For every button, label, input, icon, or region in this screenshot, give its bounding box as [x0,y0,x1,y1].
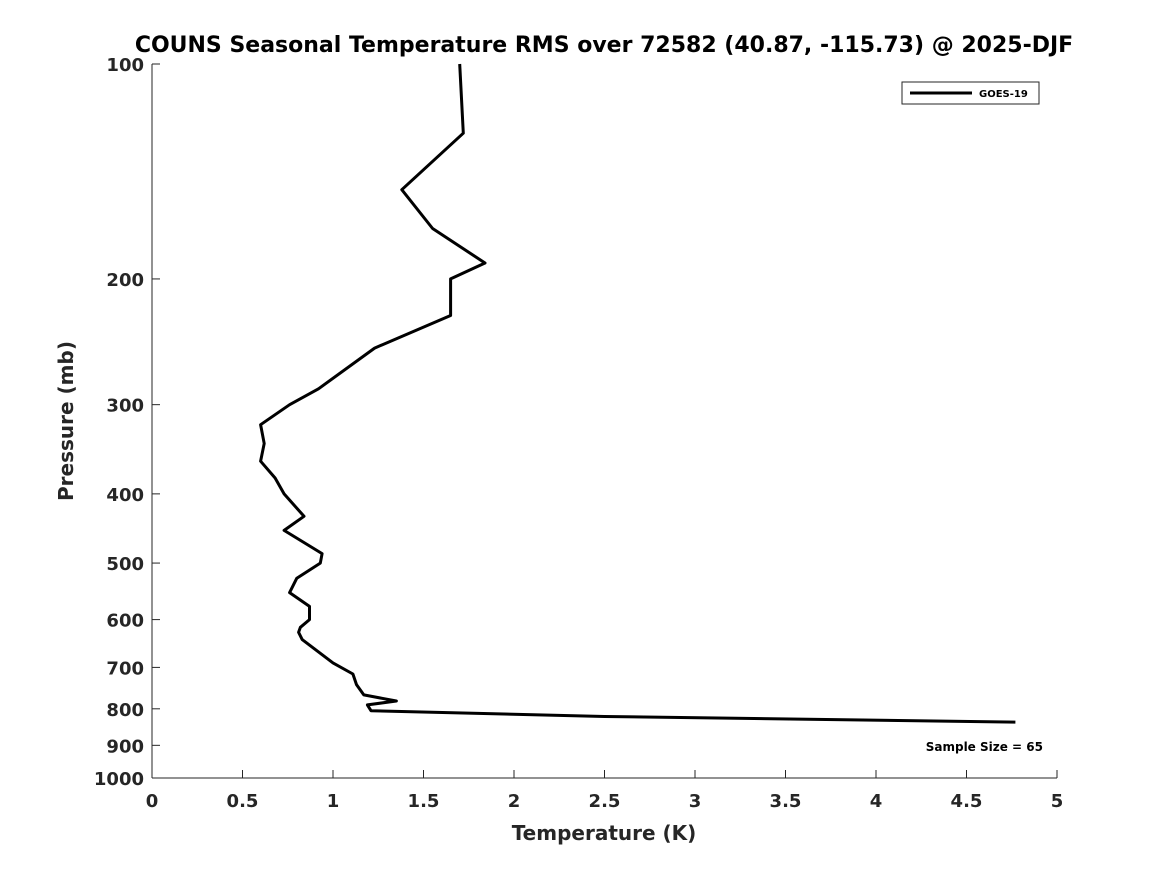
x-tick-label: 2.5 [589,791,621,812]
x-tick-label: 1.5 [408,791,440,812]
x-ticks: 0 0.5 1 1.5 2 2.5 3 3.5 4 4.5 5 [146,770,1064,812]
y-tick-label: 200 [106,270,144,291]
x-tick-label: 5 [1051,791,1064,812]
y-tick-label: 500 [106,554,144,575]
x-tick-label: 1 [327,791,340,812]
y-tick-label: 300 [106,396,144,417]
chart-title: COUNS Seasonal Temperature RMS over 7258… [135,33,1073,58]
x-tick-label: 3 [689,791,702,812]
y-tick-label: 400 [106,485,144,506]
legend: GOES-19 [901,81,1040,105]
series-layer [259,63,1016,724]
y-tick-label: 800 [106,700,144,721]
y-tick-label: 700 [106,658,144,679]
y-tick-label: 1000 [94,769,144,790]
x-tick-label: 3.5 [770,791,802,812]
legend-label-goes-19: GOES-19 [979,89,1028,100]
series-line-goes-19 [259,63,1016,724]
x-axis-label: Temperature (K) [512,821,697,845]
x-tick-label: 0.5 [227,791,259,812]
y-tick-label: 100 [106,55,144,76]
y-tick-label: 900 [106,736,144,757]
sample-size-annotation: Sample Size = 65 [926,740,1043,754]
x-tick-label: 4.5 [951,791,983,812]
y-ticks: 100 200 300 400 500 600 700 800 900 1000 [94,55,160,790]
x-tick-label: 2 [508,791,521,812]
y-tick-label: 600 [106,611,144,632]
y-axis-label: Pressure (mb) [54,341,78,501]
x-tick-label: 4 [870,791,883,812]
x-tick-label: 0 [146,791,159,812]
